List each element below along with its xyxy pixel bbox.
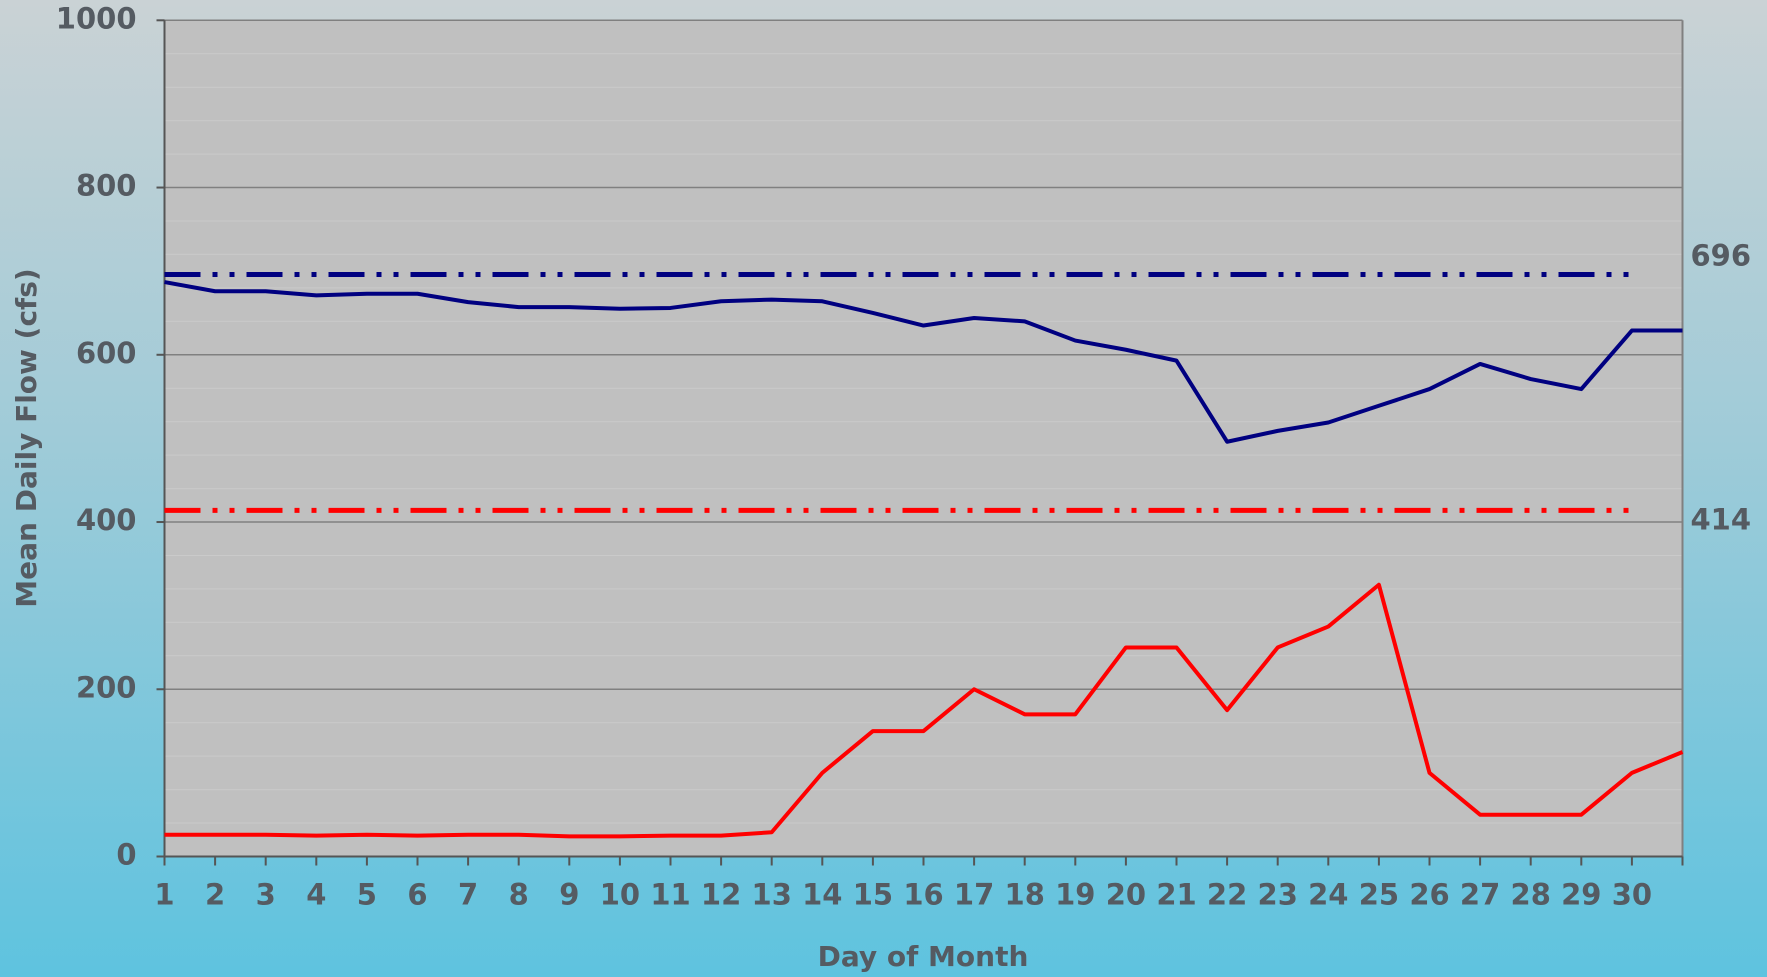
y-tick-label: 600 — [76, 336, 137, 370]
y-tick-label: 800 — [76, 169, 137, 203]
x-axis-title: Day of Month — [818, 940, 1029, 973]
y-tick-label: 1000 — [56, 1, 137, 35]
x-tick-label: 12 — [701, 878, 741, 912]
plot-area — [164, 20, 1683, 857]
reference-label: 696 — [1691, 239, 1752, 273]
series-line — [164, 280, 1683, 444]
x-tick-label: 24 — [1308, 878, 1348, 912]
x-tick-label: 26 — [1409, 878, 1449, 912]
x-tick-label: 20 — [1106, 878, 1146, 912]
x-tick-label: 5 — [357, 878, 377, 912]
x-tick-label: 1 — [154, 878, 174, 912]
y-tick-label: 400 — [76, 503, 137, 537]
x-tick-label: 3 — [256, 878, 276, 912]
y-tick-label: 200 — [76, 670, 137, 704]
x-tick-label: 28 — [1511, 878, 1551, 912]
x-tick-label: 16 — [903, 878, 943, 912]
reference-label: 414 — [1691, 502, 1752, 536]
x-tick-label: 7 — [458, 878, 478, 912]
x-tick-label: 13 — [752, 878, 792, 912]
x-tick-label: 8 — [509, 878, 529, 912]
x-tick-label: 17 — [954, 878, 994, 912]
x-tick-label: 9 — [559, 878, 579, 912]
x-tick-label: 2 — [205, 878, 225, 912]
x-tick-label: 22 — [1207, 878, 1247, 912]
x-tick-label: 27 — [1460, 878, 1500, 912]
x-tick-label: 30 — [1612, 878, 1652, 912]
x-tick-label: 23 — [1258, 878, 1298, 912]
x-tick-label: 10 — [600, 878, 640, 912]
x-tick-label: 19 — [1055, 878, 1095, 912]
x-tick-label: 4 — [306, 878, 326, 912]
x-tick-label: 11 — [650, 878, 690, 912]
y-axis-title: Mean Daily Flow (cfs) — [10, 268, 43, 607]
x-tick-label: 6 — [407, 878, 427, 912]
x-tick-label: 14 — [802, 878, 842, 912]
x-tick-label: 25 — [1359, 878, 1399, 912]
x-tick-label: 15 — [853, 878, 893, 912]
series-line — [164, 582, 1684, 839]
x-tick-label: 29 — [1561, 878, 1601, 912]
x-tick-label: 18 — [1005, 878, 1045, 912]
y-tick-label: 0 — [116, 838, 136, 872]
x-tick-label: 21 — [1156, 878, 1196, 912]
